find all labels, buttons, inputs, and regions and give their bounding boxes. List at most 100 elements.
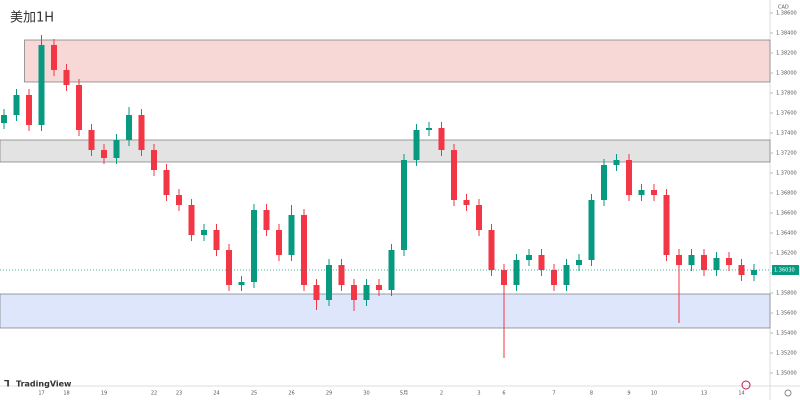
candle-body [388, 250, 395, 290]
x-tick-label: 10 [651, 391, 657, 397]
candle-body [488, 230, 495, 270]
y-tick-label: 1.38200 [776, 51, 797, 57]
candle-body [288, 215, 295, 255]
candle-body [613, 160, 620, 165]
candle-body [338, 265, 345, 285]
y-tick-label: 1.35200 [776, 351, 797, 357]
x-tick-label: 3 [477, 391, 480, 397]
y-tick-label: 1.35000 [776, 371, 797, 377]
candle-body [576, 260, 582, 265]
settings-icon[interactable] [784, 389, 792, 397]
x-tick-label: 14 [738, 391, 744, 397]
replay-icon[interactable] [741, 380, 751, 390]
x-tick-label: 23 [176, 391, 182, 397]
y-tick-label: 1.38000 [776, 71, 797, 77]
candle-body [426, 128, 432, 130]
candle-body [101, 150, 107, 158]
candle-body [326, 265, 332, 300]
x-tick-label: 29 [326, 391, 332, 397]
candle-body [601, 165, 607, 200]
candle-body [626, 160, 632, 195]
candle-body [263, 210, 270, 230]
candle-body [113, 140, 120, 158]
candle-body [176, 195, 182, 205]
y-tick-label: 1.37800 [776, 91, 797, 97]
candle-body [276, 230, 282, 255]
candle-body [313, 285, 320, 300]
candle-body [151, 150, 157, 170]
x-tick-label: 17 [38, 391, 44, 397]
candle-body [13, 95, 20, 115]
candle-body [438, 128, 445, 150]
x-tick-label: 8 [590, 391, 593, 397]
last-price-box [772, 265, 799, 275]
candle-body [451, 150, 457, 200]
zone [24, 39, 771, 83]
y-tick-label: 1.37400 [776, 131, 797, 137]
brand-icon: Ꞁ [4, 380, 10, 390]
candle-body [751, 270, 757, 275]
candle-body [138, 115, 145, 150]
candle-body [588, 200, 595, 260]
candle-body [51, 45, 57, 70]
candle-body [26, 95, 32, 125]
y-tick-label: 1.36600 [776, 211, 797, 217]
candle-body [188, 205, 195, 235]
candle-body [551, 270, 557, 285]
x-tick-label: 25 [251, 391, 257, 397]
candle-body [226, 250, 232, 285]
chart-title: 美加1H [10, 11, 54, 26]
y-tick-label: 1.37600 [776, 111, 797, 117]
candle-body [701, 255, 707, 270]
candle-body [76, 85, 82, 130]
candle-body [526, 255, 532, 260]
y-tick-label: 1.37200 [776, 151, 797, 157]
x-tick-label: 2 [440, 391, 443, 397]
candle-body [501, 270, 507, 285]
candle-body [301, 215, 307, 285]
candle-body [63, 70, 70, 85]
candle-body [413, 130, 420, 160]
y-tick-label: 1.35400 [776, 331, 797, 337]
candle-body [363, 285, 370, 300]
zone [0, 293, 771, 329]
candle-body [651, 190, 657, 195]
x-tick-label: 18 [63, 391, 69, 397]
x-tick-label: 5月 [400, 391, 408, 397]
candle-body [688, 255, 695, 265]
y-tick-label: 1.35800 [776, 291, 797, 297]
brand-logo: Ꞁ TradingView [4, 380, 72, 390]
plot-area [0, 35, 771, 358]
candle-body [476, 205, 482, 230]
x-tick-label: 22 [151, 391, 157, 397]
x-tick-label: 24 [213, 391, 219, 397]
brand-name: TradingView [16, 380, 72, 389]
y-tick-label: 1.38400 [776, 31, 797, 37]
candle-body [713, 258, 720, 270]
candle-body [126, 115, 132, 140]
y-tick-label: 1.35600 [776, 311, 797, 317]
candle-body [251, 210, 257, 282]
currency-label: CAD [778, 5, 789, 11]
candle-body [663, 195, 670, 255]
candle-body [563, 265, 570, 285]
last-price-label: 1.36030 [774, 268, 795, 274]
x-tick-label: 30 [363, 391, 369, 397]
candle-body [538, 255, 545, 270]
y-tick-label: 1.38600 [776, 11, 797, 17]
x-tick-label: 13 [701, 391, 707, 397]
zone [0, 139, 771, 163]
x-tick-label: 9 [627, 391, 630, 397]
candle-body [163, 170, 170, 195]
candle-body [376, 285, 382, 290]
y-tick-label: 1.36200 [776, 251, 797, 257]
x-tick-label: 26 [288, 391, 294, 397]
candle-body [638, 190, 645, 195]
candle-body [201, 230, 207, 235]
x-tick-label: 19 [101, 391, 107, 397]
candle-body [213, 230, 220, 250]
candle-body [513, 260, 520, 285]
candle-body [726, 258, 732, 265]
candle-body [351, 285, 357, 300]
